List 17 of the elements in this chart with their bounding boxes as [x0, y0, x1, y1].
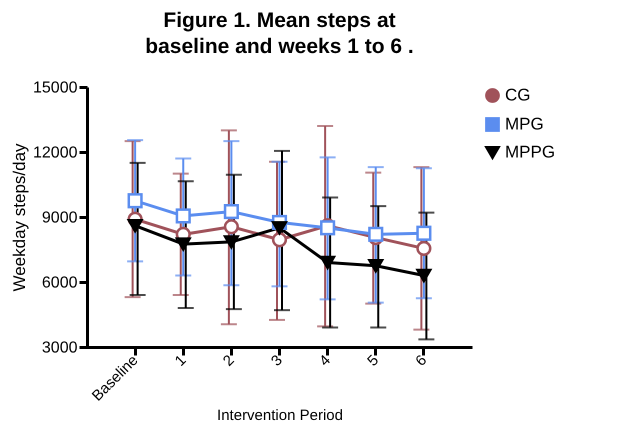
x-tick-label: 1 [172, 352, 190, 370]
legend-label: MPG [505, 114, 544, 134]
x-tick-label: 3 [268, 352, 286, 370]
x-tick-label: 4 [316, 352, 334, 370]
y-tick-label: 3000 [42, 340, 78, 356]
y-tick-label: 15000 [33, 80, 78, 96]
x-tick-label: 6 [412, 352, 430, 370]
x-tick-label: 5 [364, 352, 382, 370]
legend-label: CG [505, 86, 530, 104]
legend-label: MPPG [505, 142, 556, 162]
x-axis-title: Intervention Period [217, 406, 343, 424]
x-tick-label: 2 [220, 352, 238, 370]
chart-title: Figure 1. Mean steps at baseline and weeks 1 to 6 . [145, 9, 414, 58]
y-tick-label: 9000 [42, 210, 78, 226]
y-axis-title: Weekday steps/day [10, 142, 30, 292]
y-tick-label: 12000 [33, 144, 78, 162]
y-tick-label: 6000 [42, 274, 78, 292]
